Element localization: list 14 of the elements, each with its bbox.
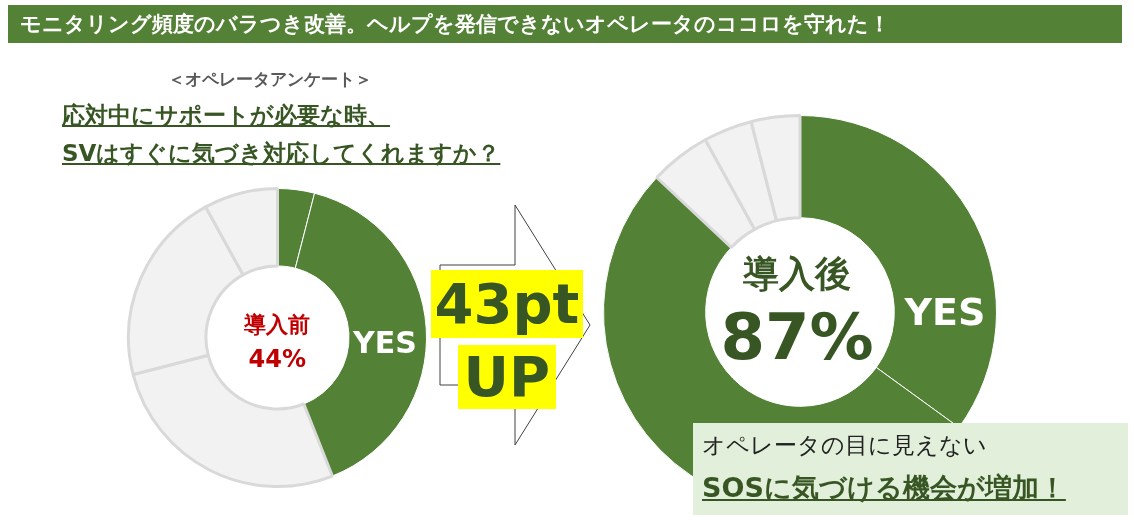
text: 87% xyxy=(720,300,874,374)
text: YES xyxy=(904,290,986,334)
text: SOSに気づける機会が増加！ xyxy=(702,471,1066,505)
chart-subtitle: ＜オペレータアンケート＞ xyxy=(168,68,372,91)
text: 43pt xyxy=(430,270,584,338)
text: UP xyxy=(457,344,557,409)
text: SVはすぐに気づき対応してくれますか？ xyxy=(62,139,501,168)
text: 44% xyxy=(248,345,306,373)
text: YES xyxy=(353,325,417,360)
text: 導入前 xyxy=(244,311,310,339)
text: 応対中にサポートが必要な時、 xyxy=(62,101,390,130)
text: 導入後 xyxy=(743,252,851,296)
text: オペレータの目に見えない xyxy=(702,431,987,460)
chart-title: モニタリング頻度のバラつき改善。ヘルプを発信できないオペレータのココロを守れた！ xyxy=(8,5,1122,43)
